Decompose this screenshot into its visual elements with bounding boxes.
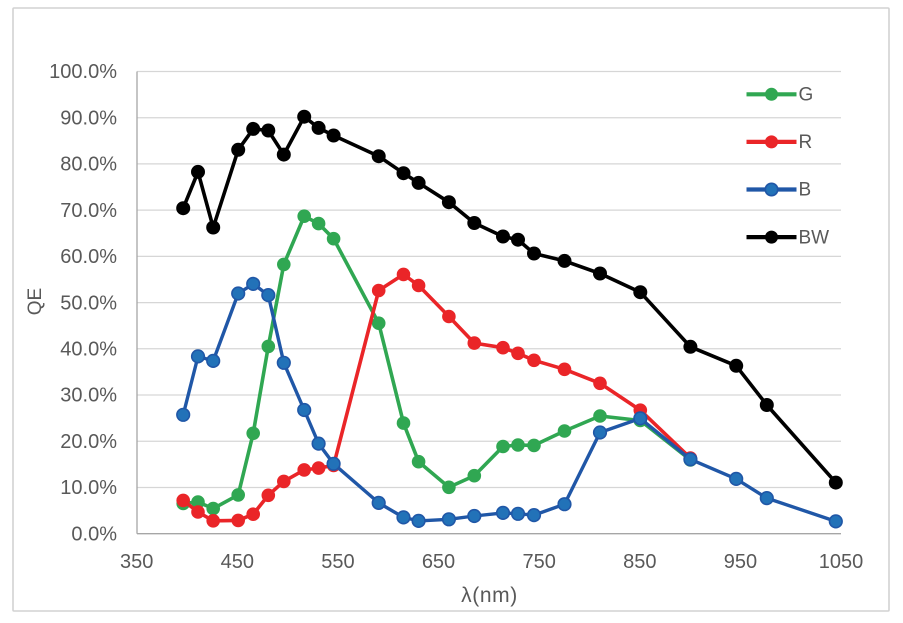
svg-text:50.0%: 50.0% <box>60 292 117 314</box>
svg-text:1050: 1050 <box>819 551 864 573</box>
svg-text:QE: QE <box>25 288 46 315</box>
svg-text:850: 850 <box>623 551 656 573</box>
svg-text:60.0%: 60.0% <box>60 246 117 268</box>
svg-text:90.0%: 90.0% <box>60 107 117 129</box>
svg-text:40.0%: 40.0% <box>60 339 117 361</box>
svg-text:10.0%: 10.0% <box>60 477 117 499</box>
svg-text:550: 550 <box>321 551 354 573</box>
svg-text:950: 950 <box>724 551 757 573</box>
svg-text:100.0%: 100.0% <box>49 61 117 83</box>
svg-text:450: 450 <box>221 551 254 573</box>
svg-text:80.0%: 80.0% <box>60 154 117 176</box>
svg-text:0.0%: 0.0% <box>71 523 117 545</box>
svg-text:70.0%: 70.0% <box>60 200 117 222</box>
svg-text:R: R <box>799 132 813 153</box>
svg-text:B: B <box>799 180 812 201</box>
svg-text:G: G <box>799 85 814 106</box>
svg-text:750: 750 <box>523 551 556 573</box>
svg-text:650: 650 <box>422 551 455 573</box>
svg-text:30.0%: 30.0% <box>60 385 117 407</box>
svg-text:λ(nm): λ(nm) <box>461 584 518 607</box>
svg-text:20.0%: 20.0% <box>60 431 117 453</box>
svg-text:BW: BW <box>799 227 830 248</box>
svg-text:350: 350 <box>120 551 153 573</box>
